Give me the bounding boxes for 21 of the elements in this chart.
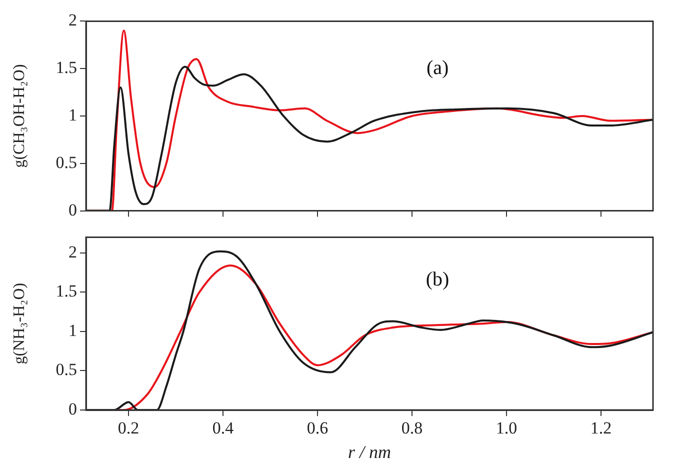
- y-tick-label: 0: [68, 200, 77, 220]
- y-tick-label: 1.5: [56, 58, 77, 78]
- y-tick-label: 1: [68, 320, 77, 340]
- x-axis-title: r / nm: [348, 442, 392, 462]
- y-axis-title: g(NH₃-H₂O): [10, 282, 28, 364]
- y-tick-label: 2: [68, 10, 77, 30]
- x-tick-label: 0.6: [306, 418, 328, 438]
- x-tick-label: 0.8: [401, 418, 423, 438]
- y-tick-label: 0: [68, 399, 77, 418]
- y-tick-label: 0.5: [56, 152, 77, 172]
- x-tick-label: 0.4: [212, 418, 234, 438]
- annotation: (a): [426, 56, 449, 79]
- x-tick-label: 0.2: [118, 418, 140, 438]
- annotation: (b): [426, 268, 450, 291]
- y-tick-label: 2: [68, 242, 77, 262]
- x-tick-label: 1.2: [590, 418, 612, 438]
- y-tick-label: 0.5: [56, 360, 77, 380]
- y-axis-title: g(CH₃OH-H₂O): [10, 64, 28, 168]
- y-tick-label: 1.5: [56, 282, 77, 301]
- x-tick-label: 1.0: [496, 418, 518, 438]
- y-tick-label: 1: [68, 105, 77, 124]
